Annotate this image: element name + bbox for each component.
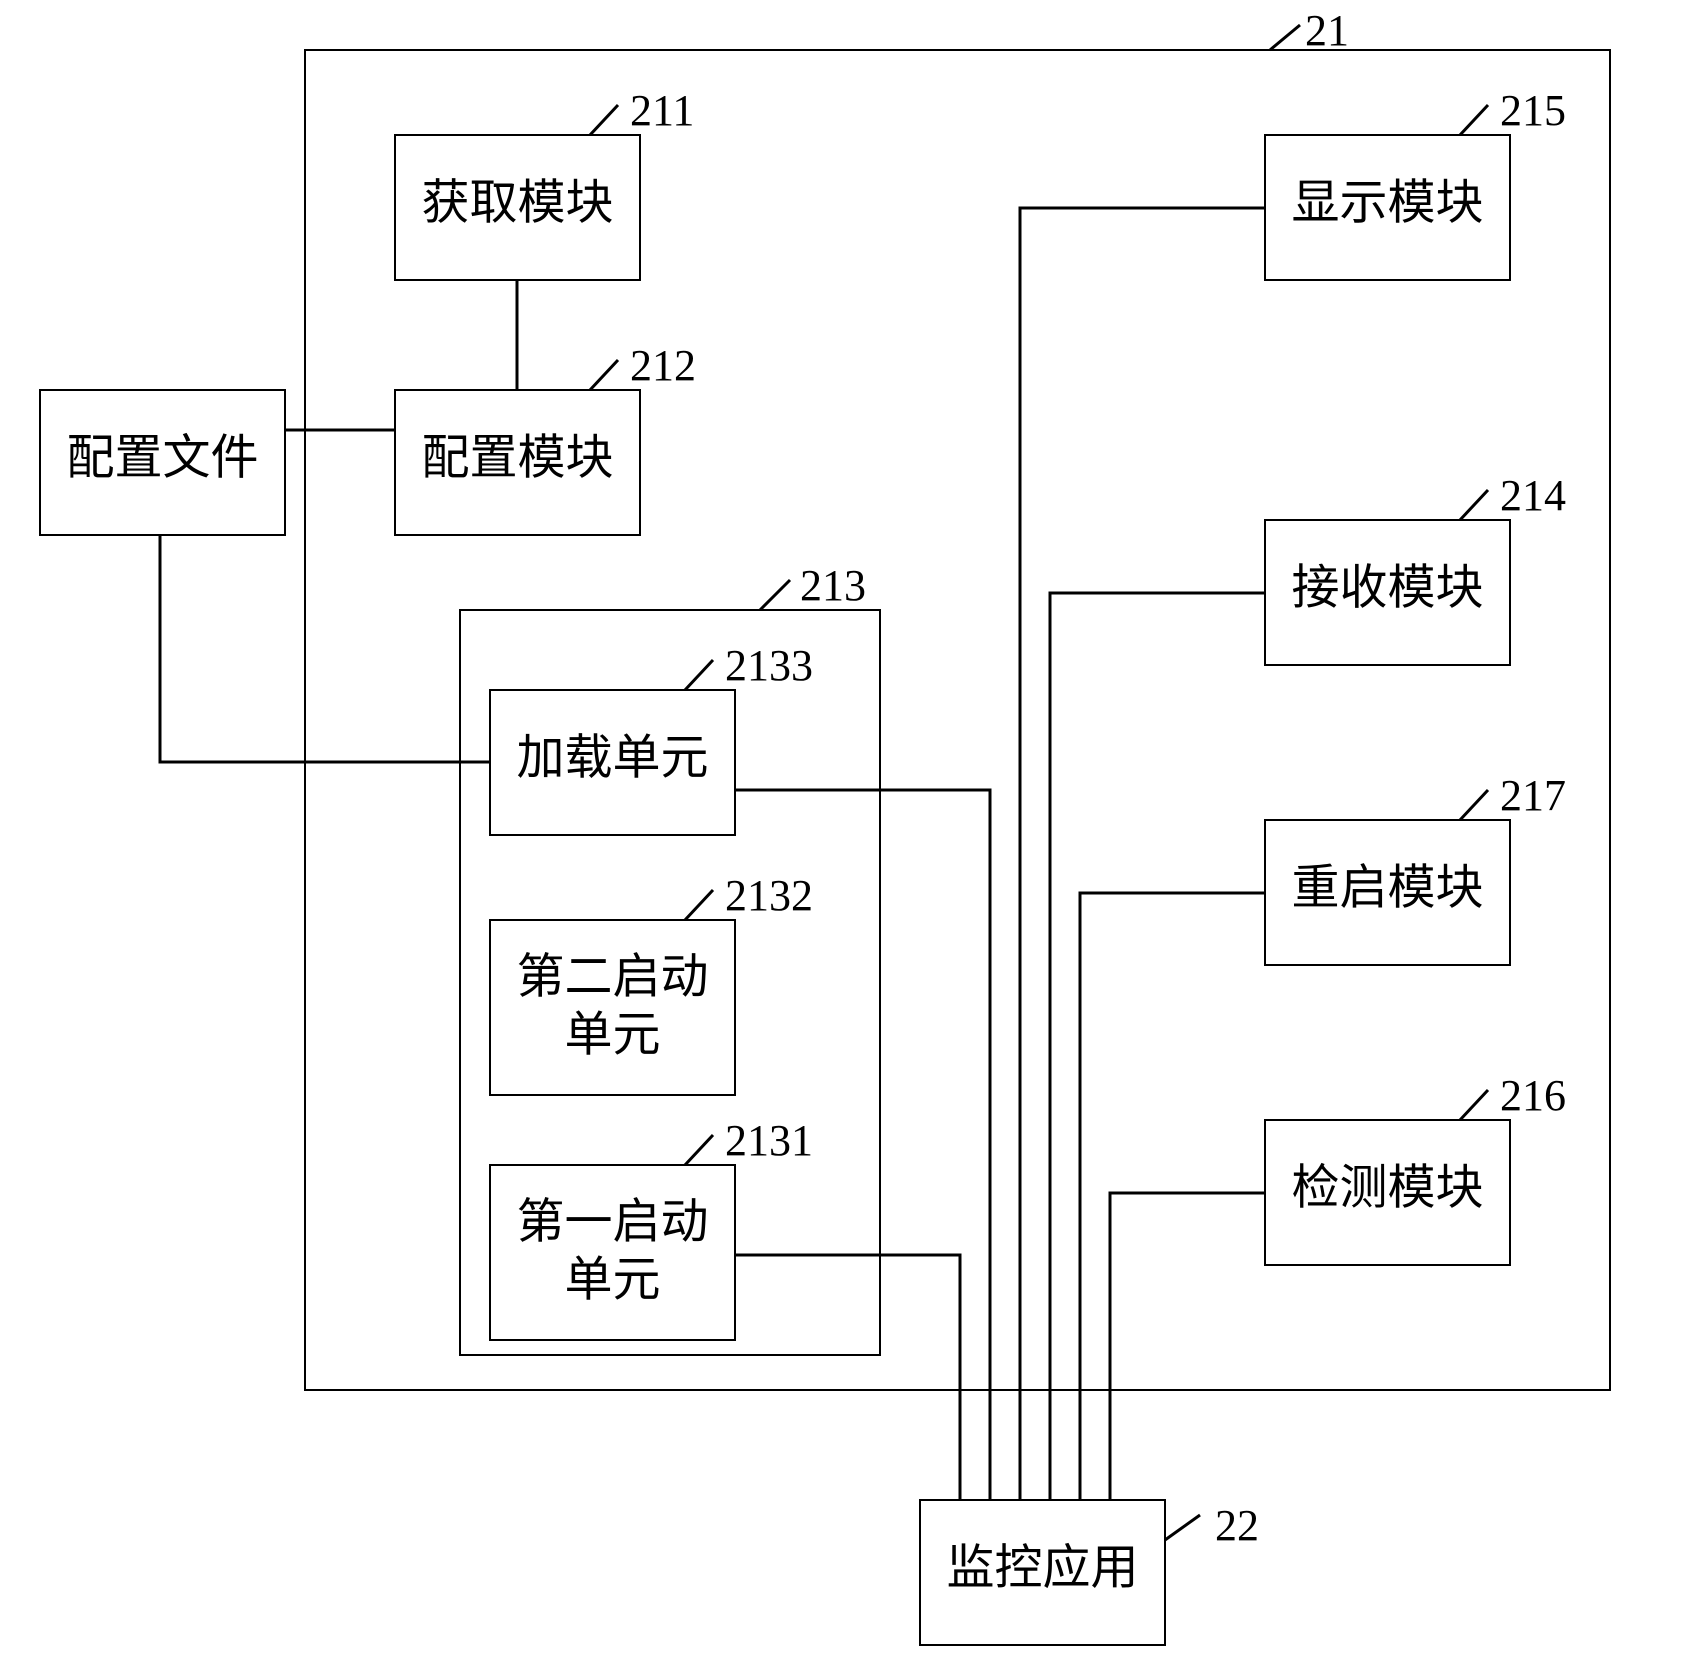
svg-text:217: 217 (1500, 771, 1566, 820)
svg-text:显示模块: 显示模块 (1291, 177, 1483, 230)
svg-text:接收模块: 接收模块 (1291, 562, 1483, 615)
svg-text:216: 216 (1500, 1071, 1566, 1120)
svg-text:重启模块: 重启模块 (1291, 862, 1483, 915)
edge (1110, 1193, 1265, 1500)
svg-text:211: 211 (630, 86, 694, 135)
svg-text:21: 21 (1305, 6, 1349, 55)
svg-text:214: 214 (1500, 471, 1566, 520)
edge (1050, 593, 1265, 1500)
svg-text:215: 215 (1500, 86, 1566, 135)
svg-text:加载单元: 加载单元 (516, 732, 708, 785)
svg-text:第一启动: 第一启动 (516, 1196, 708, 1249)
svg-text:213: 213 (800, 561, 866, 610)
edge (1080, 893, 1265, 1500)
svg-text:2133: 2133 (725, 641, 813, 690)
svg-text:监控应用: 监控应用 (946, 1542, 1138, 1595)
svg-text:22: 22 (1215, 1501, 1259, 1550)
svg-text:单元: 单元 (564, 1254, 660, 1307)
svg-text:配置模块: 配置模块 (421, 432, 613, 485)
svg-text:单元: 单元 (564, 1009, 660, 1062)
svg-text:2131: 2131 (725, 1116, 813, 1165)
svg-text:2132: 2132 (725, 871, 813, 920)
edge (160, 535, 490, 762)
svg-text:检测模块: 检测模块 (1291, 1162, 1483, 1215)
svg-text:获取模块: 获取模块 (421, 177, 613, 230)
svg-text:配置文件: 配置文件 (66, 432, 258, 485)
svg-text:212: 212 (630, 341, 696, 390)
svg-text:第二启动: 第二启动 (516, 951, 708, 1004)
edge (1020, 208, 1265, 1500)
edge (735, 1255, 960, 1500)
